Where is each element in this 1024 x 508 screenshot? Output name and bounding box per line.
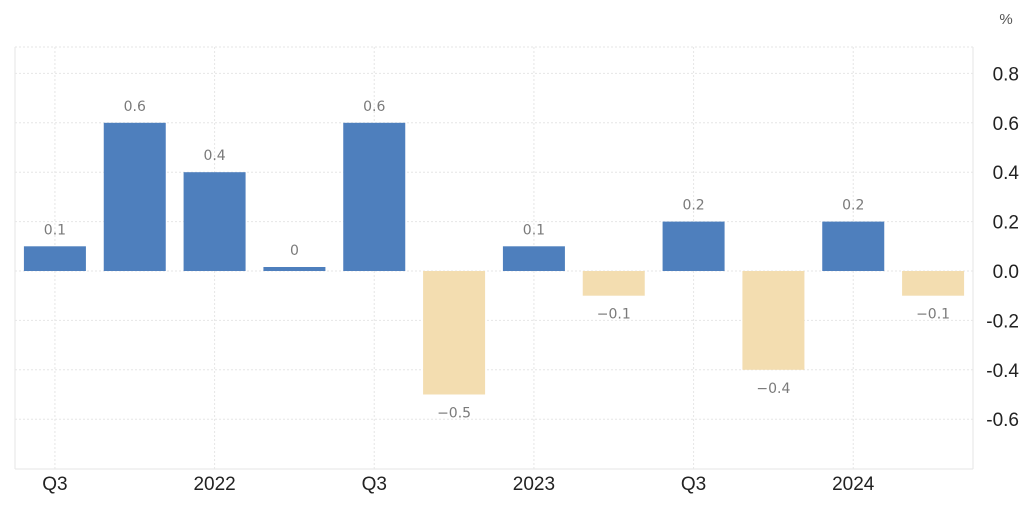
unit-label: % bbox=[999, 11, 1012, 28]
x-tick-label: 2022 bbox=[193, 474, 235, 495]
x-tick-label: 2024 bbox=[832, 474, 875, 495]
data-label: −0.4 bbox=[756, 381, 790, 397]
data-label: 0.2 bbox=[682, 198, 704, 214]
bar[interactable] bbox=[822, 221, 885, 271]
x-tick-label: Q3 bbox=[681, 474, 706, 495]
y-tick-label: 0.4 bbox=[993, 163, 1020, 184]
y-axis: 0.8 0.6 0.4 0.2 0.0 -0.2 -0.4 -0.6 bbox=[986, 64, 1019, 431]
data-labels: 0.1 0.6 0.4 0 0.6 −0.5 0.1 −0.1 0.2 −0.4 0.2 −0.1 bbox=[44, 99, 950, 422]
y-tick-label: 0.0 bbox=[993, 262, 1019, 283]
bar[interactable] bbox=[902, 271, 965, 296]
bar[interactable] bbox=[183, 172, 246, 271]
y-tick-label: 0.8 bbox=[993, 64, 1019, 85]
data-label: 0.6 bbox=[124, 99, 146, 115]
bar[interactable] bbox=[103, 122, 166, 271]
data-label: 0.6 bbox=[363, 99, 385, 115]
data-label: 0.4 bbox=[203, 148, 225, 164]
bar[interactable] bbox=[343, 122, 406, 271]
data-label: −0.5 bbox=[437, 406, 471, 422]
x-tick-label: Q3 bbox=[362, 474, 387, 495]
data-label: 0.1 bbox=[44, 222, 66, 238]
bars bbox=[23, 122, 965, 395]
y-tick-label: 0.6 bbox=[993, 114, 1019, 135]
y-tick-label: -0.6 bbox=[986, 410, 1019, 431]
bar[interactable] bbox=[423, 271, 486, 395]
y-tick-label: 0.2 bbox=[993, 213, 1019, 234]
bar[interactable] bbox=[263, 267, 326, 271]
x-axis: Q3 2022 Q3 2023 Q3 2024 bbox=[42, 474, 875, 495]
bar[interactable] bbox=[742, 271, 805, 370]
x-tick-label: 2023 bbox=[513, 474, 555, 495]
bar[interactable] bbox=[502, 246, 565, 271]
data-label: −0.1 bbox=[916, 307, 950, 323]
data-label: −0.1 bbox=[597, 307, 631, 323]
y-tick-label: -0.4 bbox=[986, 361, 1019, 382]
data-label: 0.1 bbox=[523, 222, 545, 238]
bar[interactable] bbox=[582, 271, 645, 296]
x-tick-label: Q3 bbox=[42, 474, 67, 495]
bar[interactable] bbox=[662, 221, 725, 271]
y-tick-label: -0.2 bbox=[986, 311, 1019, 332]
bar[interactable] bbox=[23, 246, 86, 271]
grid bbox=[14, 46, 974, 470]
data-label: 0.2 bbox=[842, 198, 864, 214]
data-label: 0 bbox=[290, 243, 299, 259]
